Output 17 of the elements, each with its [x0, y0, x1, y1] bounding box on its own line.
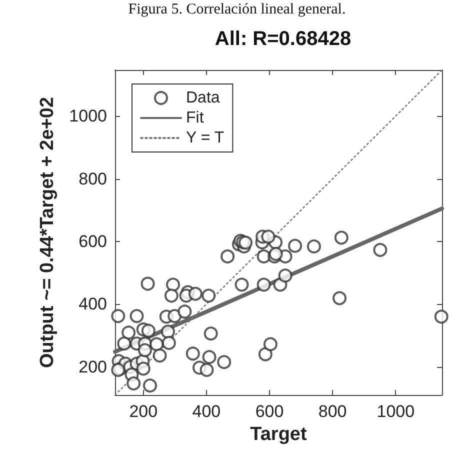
y-tick-label: 800 — [78, 169, 107, 188]
y-tick-label: 1000 — [69, 106, 107, 126]
legend-label: Y = T — [186, 130, 224, 146]
x-axis-title: Target — [250, 424, 308, 445]
text: Figura 5. Correlación lineal general. — [128, 2, 346, 18]
x-tick-label: 1000 — [376, 402, 415, 421]
y-tick-label: 400 — [78, 294, 107, 314]
chart-title: All: R=0.68428 — [214, 28, 352, 50]
y-axis-title: Output ~= 0.44*Target + 2e+02 — [37, 96, 58, 368]
x-tick-label: 800 — [318, 402, 347, 421]
x-tick-label: 400 — [192, 402, 221, 421]
legend-label: Data — [186, 90, 220, 106]
x-tick-label: 600 — [255, 402, 284, 421]
y-tick-label: 600 — [78, 232, 107, 251]
x-tick-label: 200 — [129, 402, 158, 421]
legend-label: Fit — [186, 110, 204, 126]
y-tick-label: 200 — [78, 357, 107, 376]
